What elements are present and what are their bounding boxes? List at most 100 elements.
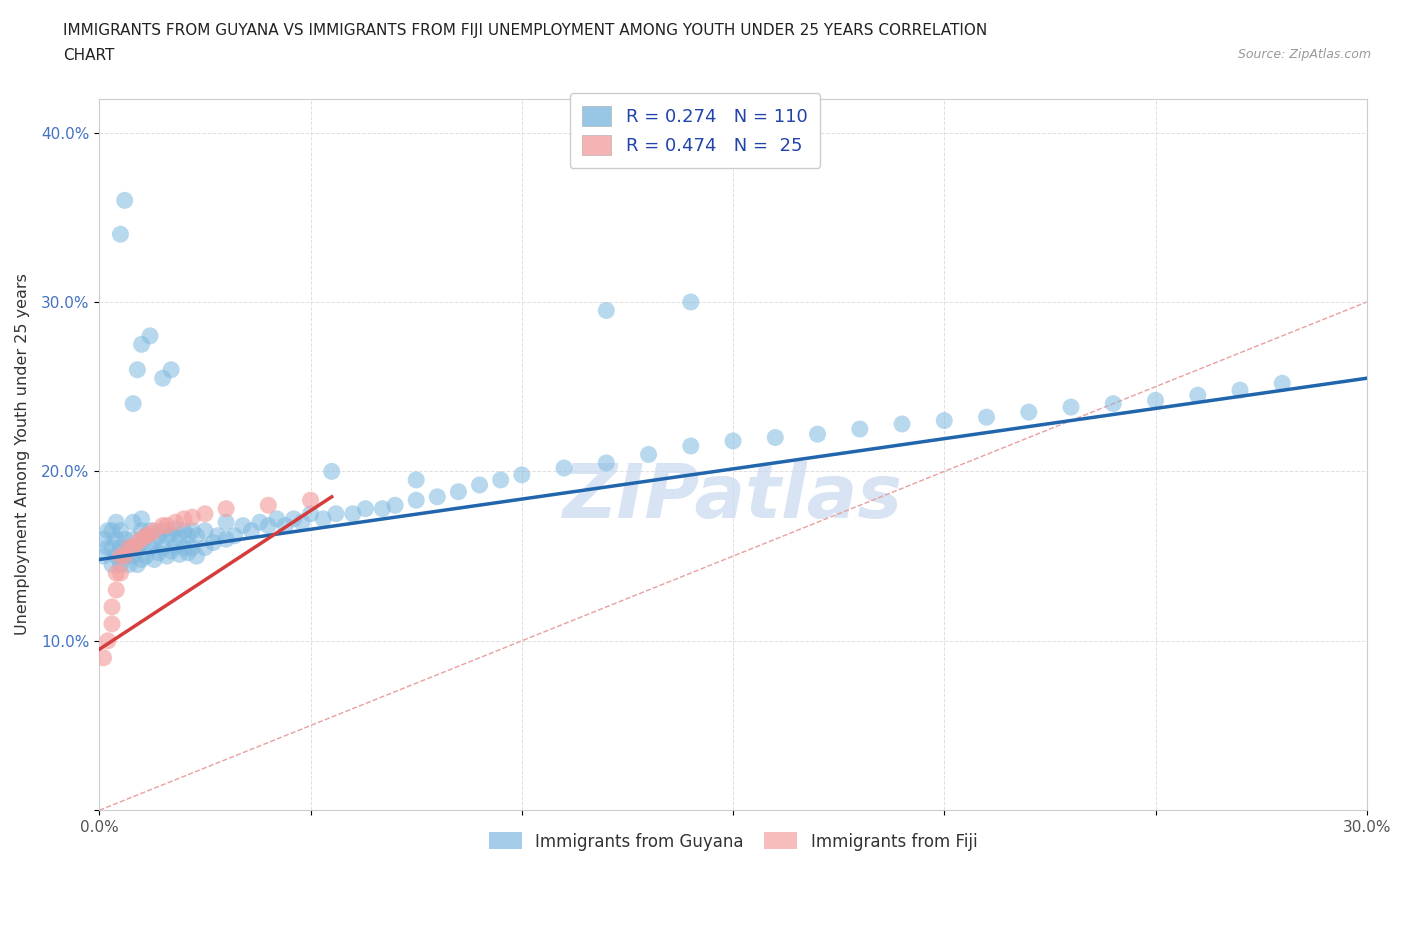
Point (110, 565, 132, 580)
Point (139, 540, 162, 555)
Point (110, 549, 132, 564)
Point (101, 524, 124, 538)
Point (148, 545, 170, 560)
Point (325, 506, 347, 521)
Point (721, 433, 744, 448)
Point (426, 489, 449, 504)
Point (143, 535, 166, 550)
Point (139, 524, 162, 538)
Point (152, 524, 174, 538)
Point (118, 540, 141, 555)
Point (110, 227, 132, 242)
Point (215, 515, 238, 530)
Point (131, 524, 153, 538)
Text: ZIPatlas: ZIPatlas (562, 460, 903, 534)
Point (135, 528, 157, 543)
Point (976, 410, 998, 425)
Point (371, 501, 394, 516)
Point (173, 512, 195, 526)
Point (1018, 405, 1040, 419)
Point (240, 524, 263, 538)
Point (274, 518, 297, 533)
Point (131, 512, 153, 526)
Point (105, 582, 128, 597)
Text: IMMIGRANTS FROM GUYANA VS IMMIGRANTS FROM FIJI UNEMPLOYMENT AMONG YOUTH UNDER 25: IMMIGRANTS FROM GUYANA VS IMMIGRANTS FRO… (63, 23, 987, 38)
Point (283, 512, 305, 526)
Point (127, 535, 149, 550)
Point (173, 524, 195, 538)
Point (510, 468, 533, 483)
Point (118, 540, 141, 555)
Point (1187, 388, 1209, 403)
Point (165, 515, 187, 530)
Point (152, 540, 174, 555)
Point (1060, 400, 1083, 415)
Point (1102, 396, 1125, 411)
Point (215, 501, 238, 516)
Point (122, 396, 145, 411)
Point (194, 540, 217, 555)
Point (131, 532, 153, 547)
Point (679, 439, 702, 454)
Point (177, 528, 200, 543)
Point (321, 464, 343, 479)
Point (152, 518, 174, 533)
Point (114, 549, 136, 564)
Point (160, 526, 183, 541)
Point (101, 540, 124, 555)
Point (127, 557, 149, 572)
Point (93, 549, 115, 564)
Point (156, 549, 179, 564)
Point (177, 545, 200, 560)
Point (143, 552, 166, 567)
Point (342, 506, 364, 521)
Point (637, 447, 659, 462)
Point (97, 633, 120, 648)
Point (135, 528, 157, 543)
Point (1271, 376, 1294, 391)
Point (97, 524, 120, 538)
Point (93, 532, 115, 547)
Point (110, 524, 132, 538)
Point (152, 371, 174, 386)
Y-axis label: Unemployment Among Youth under 25 years: Unemployment Among Youth under 25 years (15, 273, 30, 635)
Point (224, 528, 246, 543)
Point (489, 472, 512, 487)
Point (299, 493, 322, 508)
Text: Source: ZipAtlas.com: Source: ZipAtlas.com (1237, 48, 1371, 61)
Legend: Immigrants from Guyana, Immigrants from Fiji: Immigrants from Guyana, Immigrants from … (481, 824, 986, 858)
Point (257, 498, 280, 512)
Point (105, 515, 128, 530)
Point (156, 528, 179, 543)
Point (447, 485, 470, 499)
Point (105, 549, 128, 564)
Point (143, 524, 166, 538)
Point (173, 540, 195, 555)
Point (194, 506, 217, 521)
Point (595, 303, 617, 318)
Point (934, 413, 956, 428)
Point (186, 528, 208, 543)
Point (312, 512, 335, 526)
Point (595, 456, 617, 471)
Point (101, 557, 124, 572)
Point (215, 532, 238, 547)
Point (160, 363, 183, 378)
Point (354, 501, 377, 516)
Point (186, 549, 208, 564)
Point (405, 472, 427, 487)
Point (114, 532, 136, 547)
Point (105, 565, 128, 580)
Point (1229, 382, 1251, 397)
Point (165, 538, 187, 553)
Point (763, 430, 786, 445)
Point (160, 544, 183, 559)
Point (249, 515, 271, 530)
Point (122, 549, 145, 564)
Point (156, 518, 179, 533)
Point (405, 493, 427, 508)
Text: CHART: CHART (63, 48, 115, 63)
Point (127, 363, 149, 378)
Point (165, 522, 187, 537)
Point (110, 557, 132, 572)
